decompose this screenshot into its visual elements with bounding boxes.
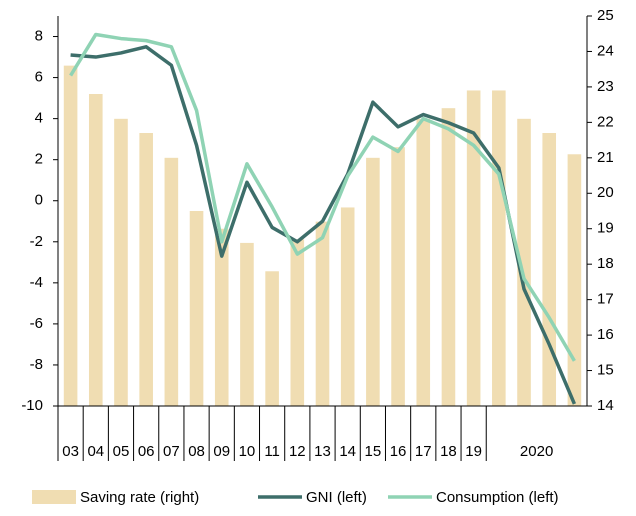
x-tick-label: 14 [339, 443, 356, 460]
x-tick-label: 05 [113, 443, 130, 460]
legend-item: Consumption (left) [388, 489, 559, 506]
bar [290, 239, 305, 406]
bar [265, 271, 279, 406]
y2-tick-label: 21 [597, 149, 614, 166]
bar [391, 147, 405, 406]
bar [416, 118, 431, 407]
y2-tick-label: 23 [597, 78, 614, 95]
y2-tick-label: 16 [597, 326, 614, 343]
y-tick-label: -2 [30, 233, 43, 250]
x-tick-label: 10 [239, 443, 256, 460]
x-tick-label: 07 [163, 443, 180, 460]
bar [366, 157, 380, 406]
bar [466, 90, 481, 407]
x-tick-label: 19 [465, 443, 482, 460]
x-tick-label: 12 [289, 443, 306, 460]
x-tick-label: 06 [138, 443, 155, 460]
legend-label: GNI (left) [306, 489, 367, 506]
x-tick-label: 17 [415, 443, 432, 460]
y-tick-label: -4 [30, 274, 43, 291]
bar [164, 157, 179, 406]
line [70, 45, 577, 405]
y-tick-label: -6 [30, 315, 43, 332]
bar [542, 133, 557, 406]
x-tick-label: 13 [314, 443, 331, 460]
bar [517, 118, 531, 407]
bar [114, 118, 128, 407]
y-tick-label: -8 [30, 356, 43, 373]
line [69, 32, 576, 362]
y-tick-label: 0 [35, 192, 43, 209]
bar [340, 207, 355, 406]
y2-tick-label: 18 [597, 255, 614, 272]
y2-tick-label: 22 [597, 113, 614, 130]
bar [88, 94, 103, 406]
legend-label: Saving rate (right) [80, 489, 199, 506]
y-tick-label: -10 [21, 397, 43, 414]
y-tick-label: 2 [35, 151, 43, 168]
x-tick-label: 2020 [520, 443, 553, 460]
legend-swatch [32, 490, 76, 504]
bar [139, 133, 153, 406]
y2-tick-label: 24 [597, 42, 614, 59]
bar [189, 211, 204, 406]
x-tick-label: 16 [390, 443, 407, 460]
x-tick-label: 04 [87, 443, 104, 460]
y-tick-label: 8 [35, 27, 43, 44]
y-tick-label: 4 [35, 110, 43, 127]
x-tick-label: 11 [264, 443, 280, 460]
bar [63, 65, 78, 407]
x-tick-label: 15 [365, 443, 382, 460]
y2-tick-label: 14 [597, 397, 614, 414]
y-tick-label: 6 [35, 69, 43, 86]
y2-tick-label: 15 [597, 362, 614, 379]
x-tick-label: 03 [62, 443, 79, 460]
legend-label: Consumption (left) [436, 489, 559, 506]
y2-tick-label: 19 [597, 220, 614, 237]
bar [240, 242, 254, 406]
legend-item: GNI (left) [258, 489, 367, 506]
bar [315, 221, 330, 406]
y2-tick-label: 25 [597, 7, 614, 24]
x-tick-label: 08 [188, 443, 205, 460]
legend-item: Saving rate (right) [32, 489, 199, 506]
y2-tick-label: 20 [597, 184, 614, 201]
x-tick-label: 09 [213, 443, 230, 460]
x-tick-label: 18 [440, 443, 457, 460]
y2-tick-label: 17 [597, 291, 614, 308]
bar [567, 154, 582, 406]
bar [441, 108, 456, 406]
bar [492, 90, 506, 407]
bar [214, 228, 229, 406]
